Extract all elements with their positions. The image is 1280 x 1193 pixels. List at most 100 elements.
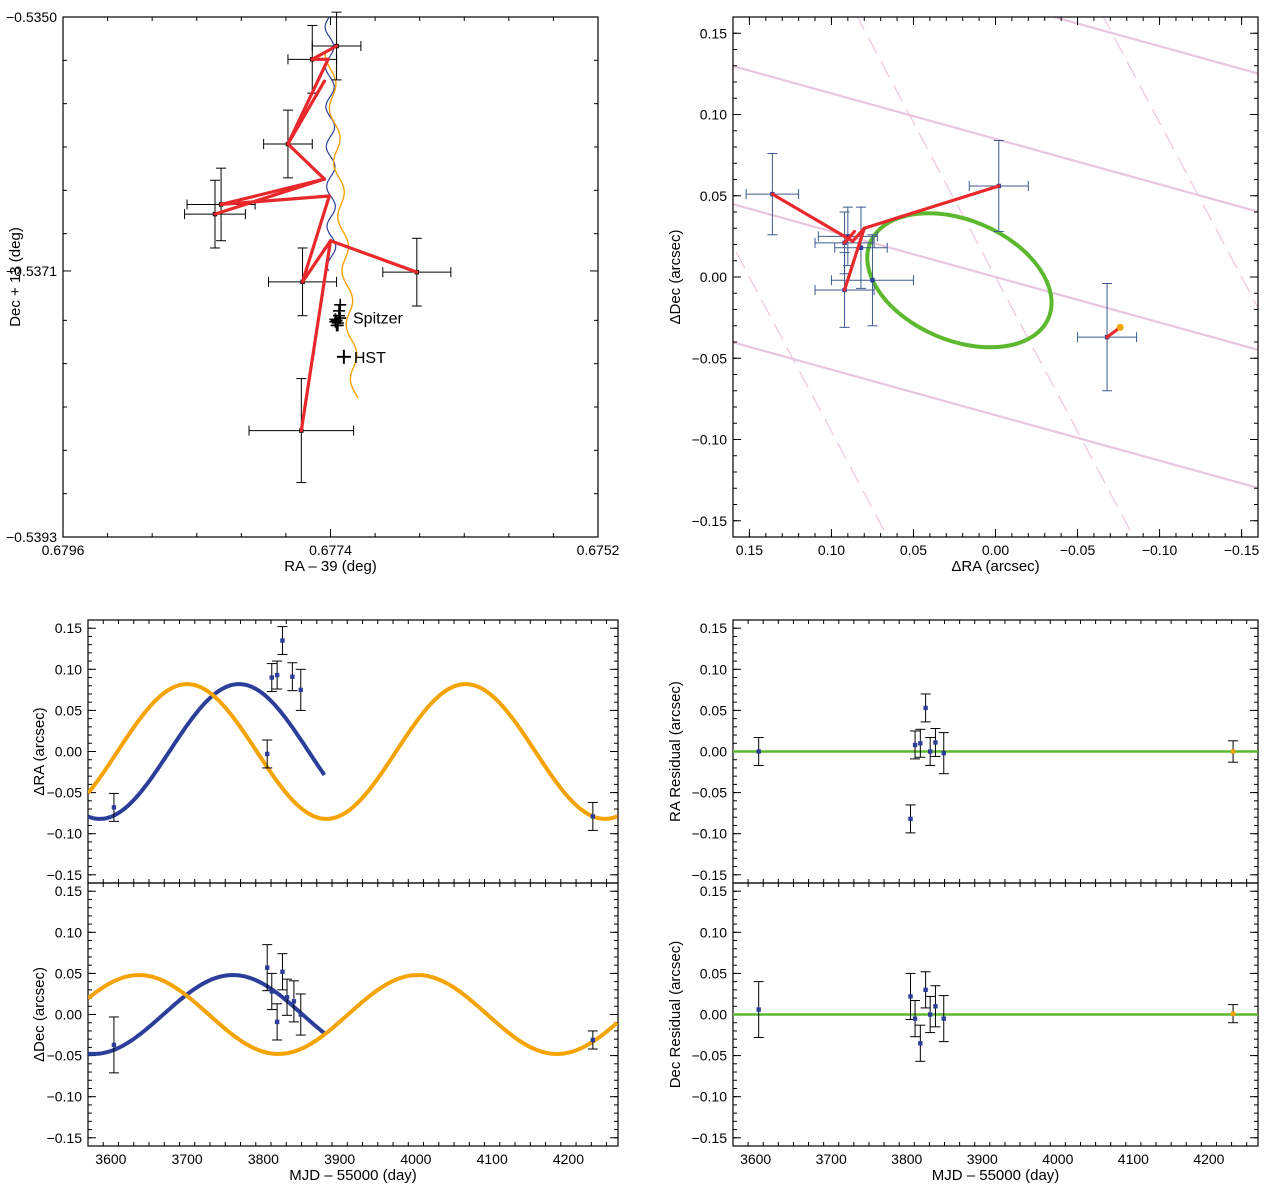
dec-vs-time-point-1-marker (265, 965, 270, 970)
dec-vs-time-frame (87, 882, 619, 1147)
dec-residual-point-7-marker (941, 1016, 946, 1021)
y-tick-label: 0.00 (700, 269, 727, 285)
red-segment (219, 194, 331, 207)
dashed-guide (1102, 17, 1258, 310)
pink-line (1049, 17, 1258, 75)
red-segment (213, 177, 327, 216)
orbit-point-2-marker (845, 234, 851, 239)
y-tick-label: −0.15 (692, 867, 728, 883)
y-tick-label: 0.15 (700, 620, 727, 636)
y-tick-label: −0.05 (47, 785, 83, 801)
dec-residual-point-3-marker (918, 1041, 923, 1046)
ra-vs-time-point-3-marker (274, 672, 280, 678)
x-tick-label: 4100 (477, 1151, 508, 1167)
y-tick-label: 0.15 (55, 883, 82, 899)
dec-vs-time-panel: 3600 3700 3800 3900 4000 4100 4200 0.15 0.10 0.05… (31, 882, 619, 1184)
red-segment (286, 79, 327, 146)
ra-residual-point-4-marker (923, 705, 928, 711)
x-tick-label: 0.6796 (42, 542, 85, 558)
dec-vs-time-point-7-marker (298, 1012, 303, 1017)
dec-residual-panel: 3600 3700 3800 3900 4000 4100 4200 0.15 0.10 0.05… (667, 882, 1259, 1184)
pink-line (733, 64, 1258, 213)
ra-vs-time-point-2-marker (269, 675, 274, 680)
dec-vs-time-point-0-marker (111, 1042, 117, 1048)
dec-vs-time-point-6-marker (291, 999, 297, 1004)
red-segment (300, 239, 333, 284)
y-tick-label: 0.00 (55, 1007, 82, 1023)
sky-track-frame (62, 16, 599, 538)
ra-vs-time-point-0-marker (111, 805, 117, 810)
dec-residual-point-5-marker (927, 1012, 933, 1017)
ra-residual-point-3-marker (918, 741, 923, 746)
y-tick-label: −0.10 (692, 826, 728, 842)
dec-residual-point-8-marker (1230, 1011, 1236, 1016)
y-tick-label: 0.00 (55, 744, 82, 760)
spitzer-label: Spitzer (353, 311, 403, 328)
y-tick-label: −0.10 (692, 432, 728, 448)
y-tick-label: −0.05 (692, 785, 728, 801)
dec-vs-time-point-3-marker (274, 1019, 280, 1025)
orbit-panel: 0.15 0.10 0.05 0.00 −0.05 −0.10 −0.15 0.15 0.10 0… (85, 0, 1260, 602)
y-tick-label: −0.05 (692, 1048, 728, 1064)
x-tick-label: 3600 (740, 1151, 771, 1167)
ra-residual-point-5-marker (927, 749, 933, 754)
x-tick-label: 0.15 (736, 542, 763, 558)
dec-residual-point-4-marker (923, 987, 928, 993)
sky-track-panel: 0.6796 0.6774 0.6752 −0.5393 −0.5371 −0.5350 R… (6, 9, 620, 575)
hst-label: HST (354, 350, 386, 367)
dec-vs-time-point-4-marker (280, 969, 285, 974)
ra-residual-point-8-marker (1230, 749, 1236, 754)
dashed-guide (856, 17, 1135, 537)
dec-residual-point-6-marker (933, 1004, 938, 1009)
red-segment (328, 239, 419, 274)
y-tick-label: 0.15 (55, 620, 82, 636)
x-tick-label: −0.15 (1224, 542, 1260, 558)
x-tick-label: 3600 (95, 1151, 126, 1167)
y-tick-label: −0.15 (47, 867, 83, 883)
y-tick-label: 0.15 (700, 25, 727, 41)
y-axis-label: ΔDec (arcsec) (667, 229, 684, 324)
red-segment (286, 142, 327, 181)
dec-residual-point-1-marker (908, 994, 913, 999)
y-tick-label: −0.15 (47, 1130, 83, 1146)
y-axis-label: ΔDec (arcsec) (31, 967, 48, 1062)
y-tick-label: −0.10 (47, 826, 83, 842)
y-tick-label: 0.05 (700, 702, 727, 718)
y-tick-label: −0.5371 (6, 263, 57, 279)
ra-vs-time-point-6-marker (298, 687, 303, 693)
y-tick-label: 0.00 (700, 744, 727, 760)
x-tick-label: 4200 (1193, 1151, 1224, 1167)
y-tick-label: 0.10 (700, 107, 727, 123)
dashed-guide (85, 0, 430, 602)
x-tick-label: 3800 (891, 1151, 922, 1167)
dec-vs-time-point-5-marker (284, 995, 290, 1000)
ra-vs-time-point-1-marker (265, 751, 270, 757)
ra-vs-time-panel: 0.15 0.10 0.05 0.00 −0.05 −0.10 −0.15 ΔRA (arcs… (31, 619, 619, 884)
dashed-guide (331, 0, 676, 602)
x-tick-label: 3900 (967, 1151, 998, 1167)
dec-vs-time-point-2-marker (269, 989, 274, 994)
orbit-point-3-marker (858, 245, 864, 250)
red-segment (299, 239, 333, 433)
x-tick-label: 4000 (1042, 1151, 1073, 1167)
orbit-point-5-marker (870, 278, 875, 283)
ra-residual-point-6-marker (933, 740, 938, 745)
pink-line (733, 203, 1258, 351)
y-axis-label: RA Residual (arcsec) (667, 681, 684, 822)
ra-vs-time-point-7-marker (590, 814, 596, 819)
y-tick-label: −0.15 (692, 513, 728, 529)
red-segment (300, 194, 331, 284)
y-tick-label: −0.10 (47, 1089, 83, 1105)
x-tick-label: 3800 (248, 1151, 279, 1167)
red-segment (842, 229, 857, 245)
y-tick-label: −0.10 (692, 1089, 728, 1105)
ra-vs-time-point-4-marker (280, 638, 285, 643)
y-axis-label: Dec Residual (arcsec) (667, 941, 684, 1089)
x-tick-label: 4100 (1118, 1151, 1149, 1167)
y-tick-label: 0.05 (700, 188, 727, 204)
ra-residual-point-1-marker (908, 816, 913, 822)
orange-model-curve (88, 973, 618, 1056)
orange-model-curve (88, 682, 618, 821)
x-tick-label: 3900 (324, 1151, 355, 1167)
